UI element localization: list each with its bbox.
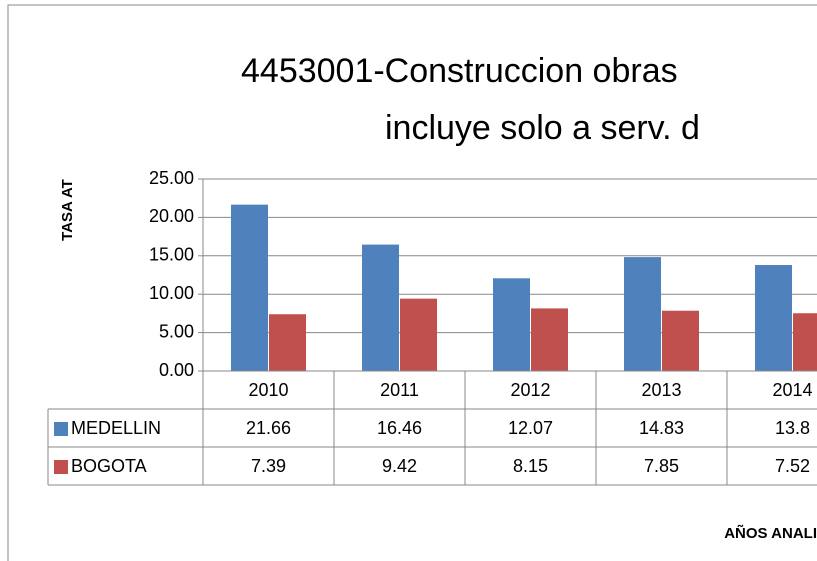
data-label: 7.85	[644, 456, 679, 476]
y-tick-label: 15.00	[149, 245, 194, 265]
x-tick-label: 2014	[772, 380, 812, 400]
x-axis-label: AÑOS ANALI	[724, 524, 817, 542]
data-label: 7.52	[775, 456, 810, 476]
x-tick-label: 2010	[248, 380, 288, 400]
bar	[793, 313, 817, 371]
data-label: 21.66	[246, 418, 291, 438]
bar	[755, 265, 792, 371]
legend-label: BOGOTA	[71, 456, 147, 476]
x-tick-label: 2012	[510, 380, 550, 400]
data-label: 9.42	[382, 456, 417, 476]
legend-swatch	[54, 422, 68, 436]
chart-border	[7, 4, 817, 561]
x-tick-label: 2013	[641, 380, 681, 400]
y-tick-label: 20.00	[149, 206, 194, 226]
y-tick-label: 5.00	[159, 321, 194, 341]
data-label: 14.83	[639, 418, 684, 438]
legend-swatch	[54, 460, 68, 474]
data-label: 8.15	[513, 456, 548, 476]
bar	[231, 204, 268, 371]
bar	[493, 278, 530, 371]
data-label: 7.39	[251, 456, 286, 476]
data-label: 16.46	[377, 418, 422, 438]
bar	[269, 314, 306, 371]
bar	[362, 244, 399, 371]
y-tick-label: 25.00	[149, 168, 194, 188]
bar	[531, 308, 568, 371]
chart-title: 4453001-Construccion obras	[241, 52, 678, 90]
y-tick-label: 10.00	[149, 283, 194, 303]
bar	[624, 257, 661, 371]
data-label: 13.8	[775, 418, 810, 438]
data-label: 12.07	[508, 418, 553, 438]
chart-title: incluye solo a serv. d	[385, 109, 700, 147]
x-tick-label: 2011	[380, 380, 419, 400]
bar	[662, 310, 699, 371]
bar	[400, 298, 437, 371]
y-tick-label: 0.00	[159, 360, 194, 380]
legend-label: MEDELLIN	[71, 418, 161, 438]
y-axis-label: TASA AT	[59, 179, 76, 241]
